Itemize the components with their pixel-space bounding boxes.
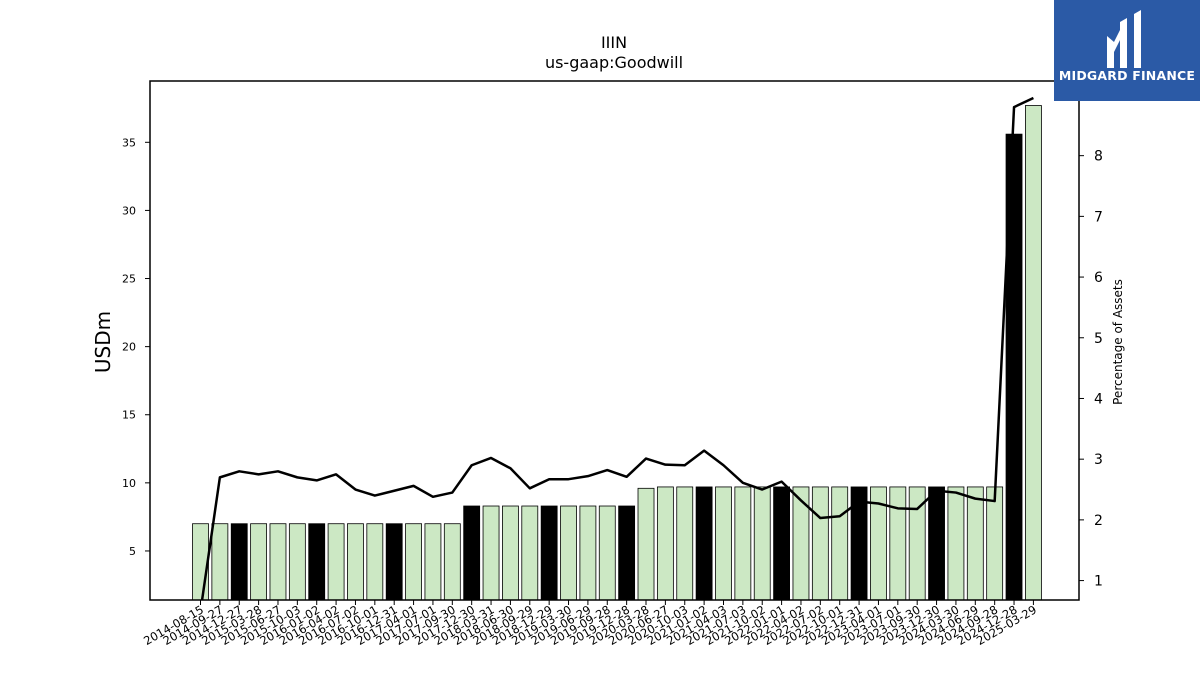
chart-subtitle: us-gaap:Goodwill [545,53,683,72]
bar-2019-03-30 [560,505,577,601]
brand-mark-icon [1107,10,1141,68]
bar-2020-10-03 [676,486,694,601]
chart-title: IIIN [601,33,627,52]
right-axis-ticks: 123456789 [1079,88,1103,590]
bar-2017-04-01 [405,523,422,601]
y2-tick-label: 5 [1094,331,1103,347]
bar-2024-03-30 [947,486,965,601]
y2-tick-label: 2 [1094,513,1103,529]
bar-2020-03-28 [637,487,655,601]
y-tick-label: 20 [122,341,136,354]
y2-tick-label: 7 [1094,209,1103,225]
bar-2014-12-27 [230,523,248,601]
bar-2018-03-31 [482,505,500,601]
left-axis-ticks: 5 10 15 20 25 30 35 [122,136,150,558]
y-tick-label: 35 [122,136,136,149]
y-tick-label: 15 [122,409,136,422]
bar-2016-07-02 [347,523,364,601]
bar-2024-06-29 [966,486,984,601]
y-tick-label: 30 [122,204,136,217]
percentage-line [200,96,1034,600]
bar-2021-01-02 [695,486,713,601]
y2-tick-label: 3 [1094,452,1103,468]
bar-2022-01-01 [773,486,790,601]
bar-2018-09-29 [521,505,539,601]
y-tick-label: 5 [129,545,136,558]
bar-2018-12-29 [540,505,558,601]
bar-2014-09-27 [211,523,229,601]
brand-logo: MIDGARD FINANCE [1054,0,1200,101]
bar-2017-12-30 [463,505,481,601]
bar-2021-04-03 [715,486,732,601]
bar-2023-07-01 [889,486,907,601]
bar-2021-07-03 [734,486,752,601]
y2-tick-label: 6 [1094,270,1103,286]
y2-tick-label: 4 [1094,391,1103,407]
brand-name: MIDGARD FINANCE [1058,68,1196,83]
bar-2025-03-29 [1025,105,1042,601]
y2-axis-label: Percentage of Assets [1111,279,1125,405]
bar-series [192,105,1042,601]
bar-2016-01-02 [308,523,326,601]
y-tick-label: 10 [122,477,136,490]
bar-2022-10-01 [831,486,849,601]
percentage-line-series [200,96,1034,600]
bar-2017-07-01 [424,523,442,601]
bar-2022-07-02 [811,486,829,601]
bar-2015-03-28 [250,523,268,601]
bar-2017-09-30 [443,523,461,601]
y2-tick-label: 8 [1094,149,1103,165]
bar-2023-12-30 [928,486,945,601]
x-axis-ticks: 2014-08-152014-09-272014-12-272015-03-28… [141,600,1039,648]
bar-2016-12-31 [385,523,403,601]
bar-2014-08-15 [192,523,209,601]
y2-tick-label: 1 [1094,574,1103,590]
bar-2019-09-28 [598,505,616,601]
bar-2016-04-02 [327,523,345,601]
bar-2021-10-02 [753,486,771,601]
bar-2024-09-28 [986,486,1004,601]
bar-2019-06-29 [579,505,597,601]
y-axis-label: USDm [91,311,115,373]
bar-2015-06-27 [269,523,287,601]
bar-2022-12-31 [850,486,868,601]
bar-2019-12-28 [618,505,636,601]
plot-frame [149,80,1080,601]
bar-2018-06-30 [502,505,519,601]
bar-2016-10-01 [366,523,384,601]
bar-2020-06-27 [656,486,674,601]
bar-2015-10-03 [288,523,306,601]
y-tick-label: 25 [122,273,136,286]
